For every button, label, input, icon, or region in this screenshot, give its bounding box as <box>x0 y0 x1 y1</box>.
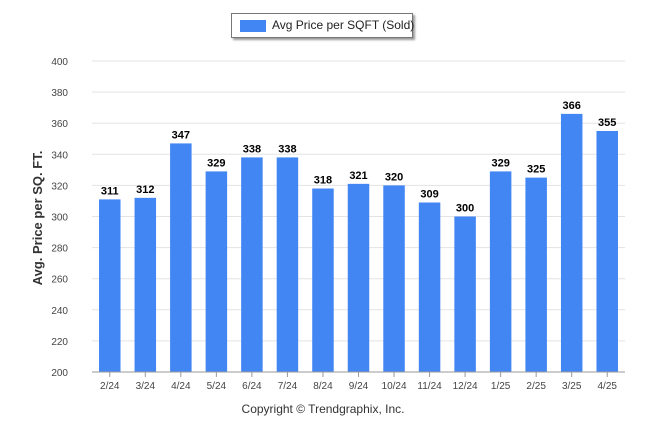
bar-4-25[interactable] <box>596 130 618 372</box>
x-tick-label: 6/24 <box>242 381 262 392</box>
bar-8-24[interactable] <box>312 188 334 372</box>
bar-5-24[interactable] <box>205 171 228 372</box>
y-tick-label: 260 <box>51 275 68 286</box>
data-label: 325 <box>527 164 545 176</box>
bars <box>99 113 618 373</box>
data-label: 300 <box>456 203 474 215</box>
x-tick-label: 9/24 <box>349 381 369 392</box>
data-label: 366 <box>563 100 581 112</box>
data-label: 312 <box>136 184 154 196</box>
bar-7-24[interactable] <box>276 157 299 372</box>
x-tick-label: 3/25 <box>562 381 582 392</box>
bar-9-24[interactable] <box>347 183 370 372</box>
x-tick-label: 1/25 <box>491 381 511 392</box>
data-label: 311 <box>101 185 119 197</box>
data-label: 329 <box>491 157 509 169</box>
x-tick-label: 5/24 <box>207 381 227 392</box>
x-tick-label: 3/24 <box>136 381 156 392</box>
copyright-text: Copyright © Trendgraphix, Inc. <box>241 402 405 416</box>
y-axis-ticks: 200 220 240 260 280 300 320 340 360 380 400 <box>51 57 68 379</box>
data-label: 320 <box>385 171 403 183</box>
y-tick-label: 400 <box>51 57 68 68</box>
bar-11-24[interactable] <box>418 202 441 372</box>
y-tick-label: 380 <box>51 88 68 99</box>
y-tick-label: 280 <box>51 244 68 255</box>
data-label: 355 <box>598 117 616 129</box>
data-label: 347 <box>172 129 190 141</box>
bar-3-24[interactable] <box>134 197 157 372</box>
y-tick-label: 240 <box>51 306 68 317</box>
data-label: 329 <box>207 157 225 169</box>
data-labels: 311 312 347 329 338 338 318 321 320 309 300 329 325 3… <box>101 100 617 215</box>
data-label: 338 <box>278 143 296 155</box>
y-tick-label: 320 <box>51 181 68 192</box>
x-tick-label: 2/24 <box>100 381 120 392</box>
data-label: 338 <box>243 143 261 155</box>
bar-3-25[interactable] <box>560 113 583 373</box>
data-label: 321 <box>349 170 367 182</box>
x-tick-label: 2/25 <box>526 381 546 392</box>
y-axis-title: Avg. Price per SQ. FT. <box>30 151 45 286</box>
bar-2-24[interactable] <box>99 199 121 372</box>
bar-4-24[interactable] <box>170 143 192 372</box>
x-tick-label: 10/24 <box>382 381 407 392</box>
y-tick-label: 360 <box>51 119 68 130</box>
bar-12-24[interactable] <box>454 216 476 373</box>
data-label: 318 <box>314 175 332 187</box>
x-tick-label: 11/24 <box>417 381 442 392</box>
legend-label: Avg Price per SQFT (Sold) <box>272 18 415 32</box>
bar-10-24[interactable] <box>383 185 405 372</box>
y-tick-label: 300 <box>51 213 68 224</box>
x-tick-label: 4/24 <box>171 381 191 392</box>
y-tick-label: 340 <box>51 150 68 161</box>
x-tick-label: 7/24 <box>278 381 298 392</box>
x-tick-label: 12/24 <box>453 381 478 392</box>
x-tick-label: 4/25 <box>597 381 617 392</box>
data-label: 309 <box>420 189 438 201</box>
bar-1-25[interactable] <box>489 171 512 372</box>
y-tick-label: 220 <box>51 337 68 348</box>
x-axis-ticks: 2/24 3/24 4/24 5/24 6/24 7/24 8/24 9/24 10/24 11/… <box>100 372 617 392</box>
x-tick-label: 8/24 <box>313 381 333 392</box>
bar-2-25[interactable] <box>525 177 547 372</box>
y-tick-label: 200 <box>51 368 68 379</box>
legend[interactable]: Avg Price per SQFT (Sold) <box>231 13 415 38</box>
legend-swatch <box>240 20 266 32</box>
bar-6-24[interactable] <box>241 157 263 372</box>
